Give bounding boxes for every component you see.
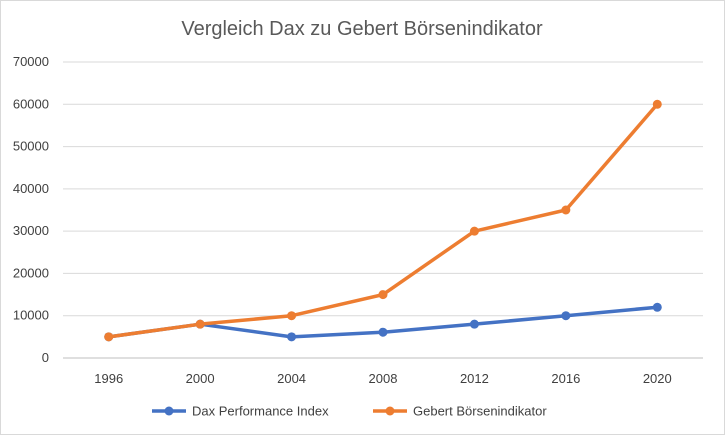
series-line (106, 102, 660, 339)
data-point (652, 99, 662, 109)
x-tick-label: 1996 (94, 371, 123, 386)
y-tick-label: 10000 (13, 308, 49, 323)
data-point (287, 311, 297, 321)
legend-label: Gebert Börsenindikator (413, 404, 547, 419)
y-tick-label: 20000 (13, 265, 49, 280)
data-point (378, 327, 388, 337)
y-tick-label: 60000 (13, 96, 49, 111)
y-axis-ticks: 0 10000 20000 30000 40000 50000 60000 70000 (13, 54, 49, 365)
y-tick-label: 50000 (13, 139, 49, 154)
data-point (469, 226, 479, 236)
legend: Dax Performance Index Gebert Börsenindika… (152, 404, 547, 419)
legend-item: Dax Performance Index (152, 404, 329, 419)
y-tick-label: 70000 (13, 54, 49, 69)
legend-marker (385, 406, 395, 416)
x-axis-ticks: 1996 2000 2004 2008 2012 2016 2020 (94, 371, 671, 386)
data-point (469, 319, 479, 329)
y-tick-label: 0 (42, 350, 49, 365)
data-point (561, 205, 571, 215)
x-tick-label: 2012 (460, 371, 489, 386)
series-1 (104, 302, 662, 342)
data-point (195, 319, 205, 329)
chart-title: Vergleich Dax zu Gebert Börsenindikator (181, 18, 543, 40)
data-point (652, 302, 662, 312)
legend-item: Gebert Börsenindikator (373, 404, 547, 419)
data-point (104, 332, 114, 342)
x-tick-label: 2000 (186, 371, 215, 386)
y-tick-label: 30000 (13, 223, 49, 238)
x-tick-label: 2008 (369, 371, 398, 386)
data-point (378, 290, 388, 300)
x-tick-label: 2004 (277, 371, 306, 386)
y-tick-label: 40000 (13, 181, 49, 196)
series-2 (104, 99, 662, 342)
x-tick-label: 2020 (643, 371, 672, 386)
grid-layer (63, 61, 703, 359)
legend-marker (164, 406, 174, 416)
data-point (561, 311, 571, 321)
x-tick-label: 2016 (551, 371, 580, 386)
legend-label: Dax Performance Index (192, 404, 329, 419)
series-layer (104, 99, 662, 342)
data-point (287, 332, 297, 342)
